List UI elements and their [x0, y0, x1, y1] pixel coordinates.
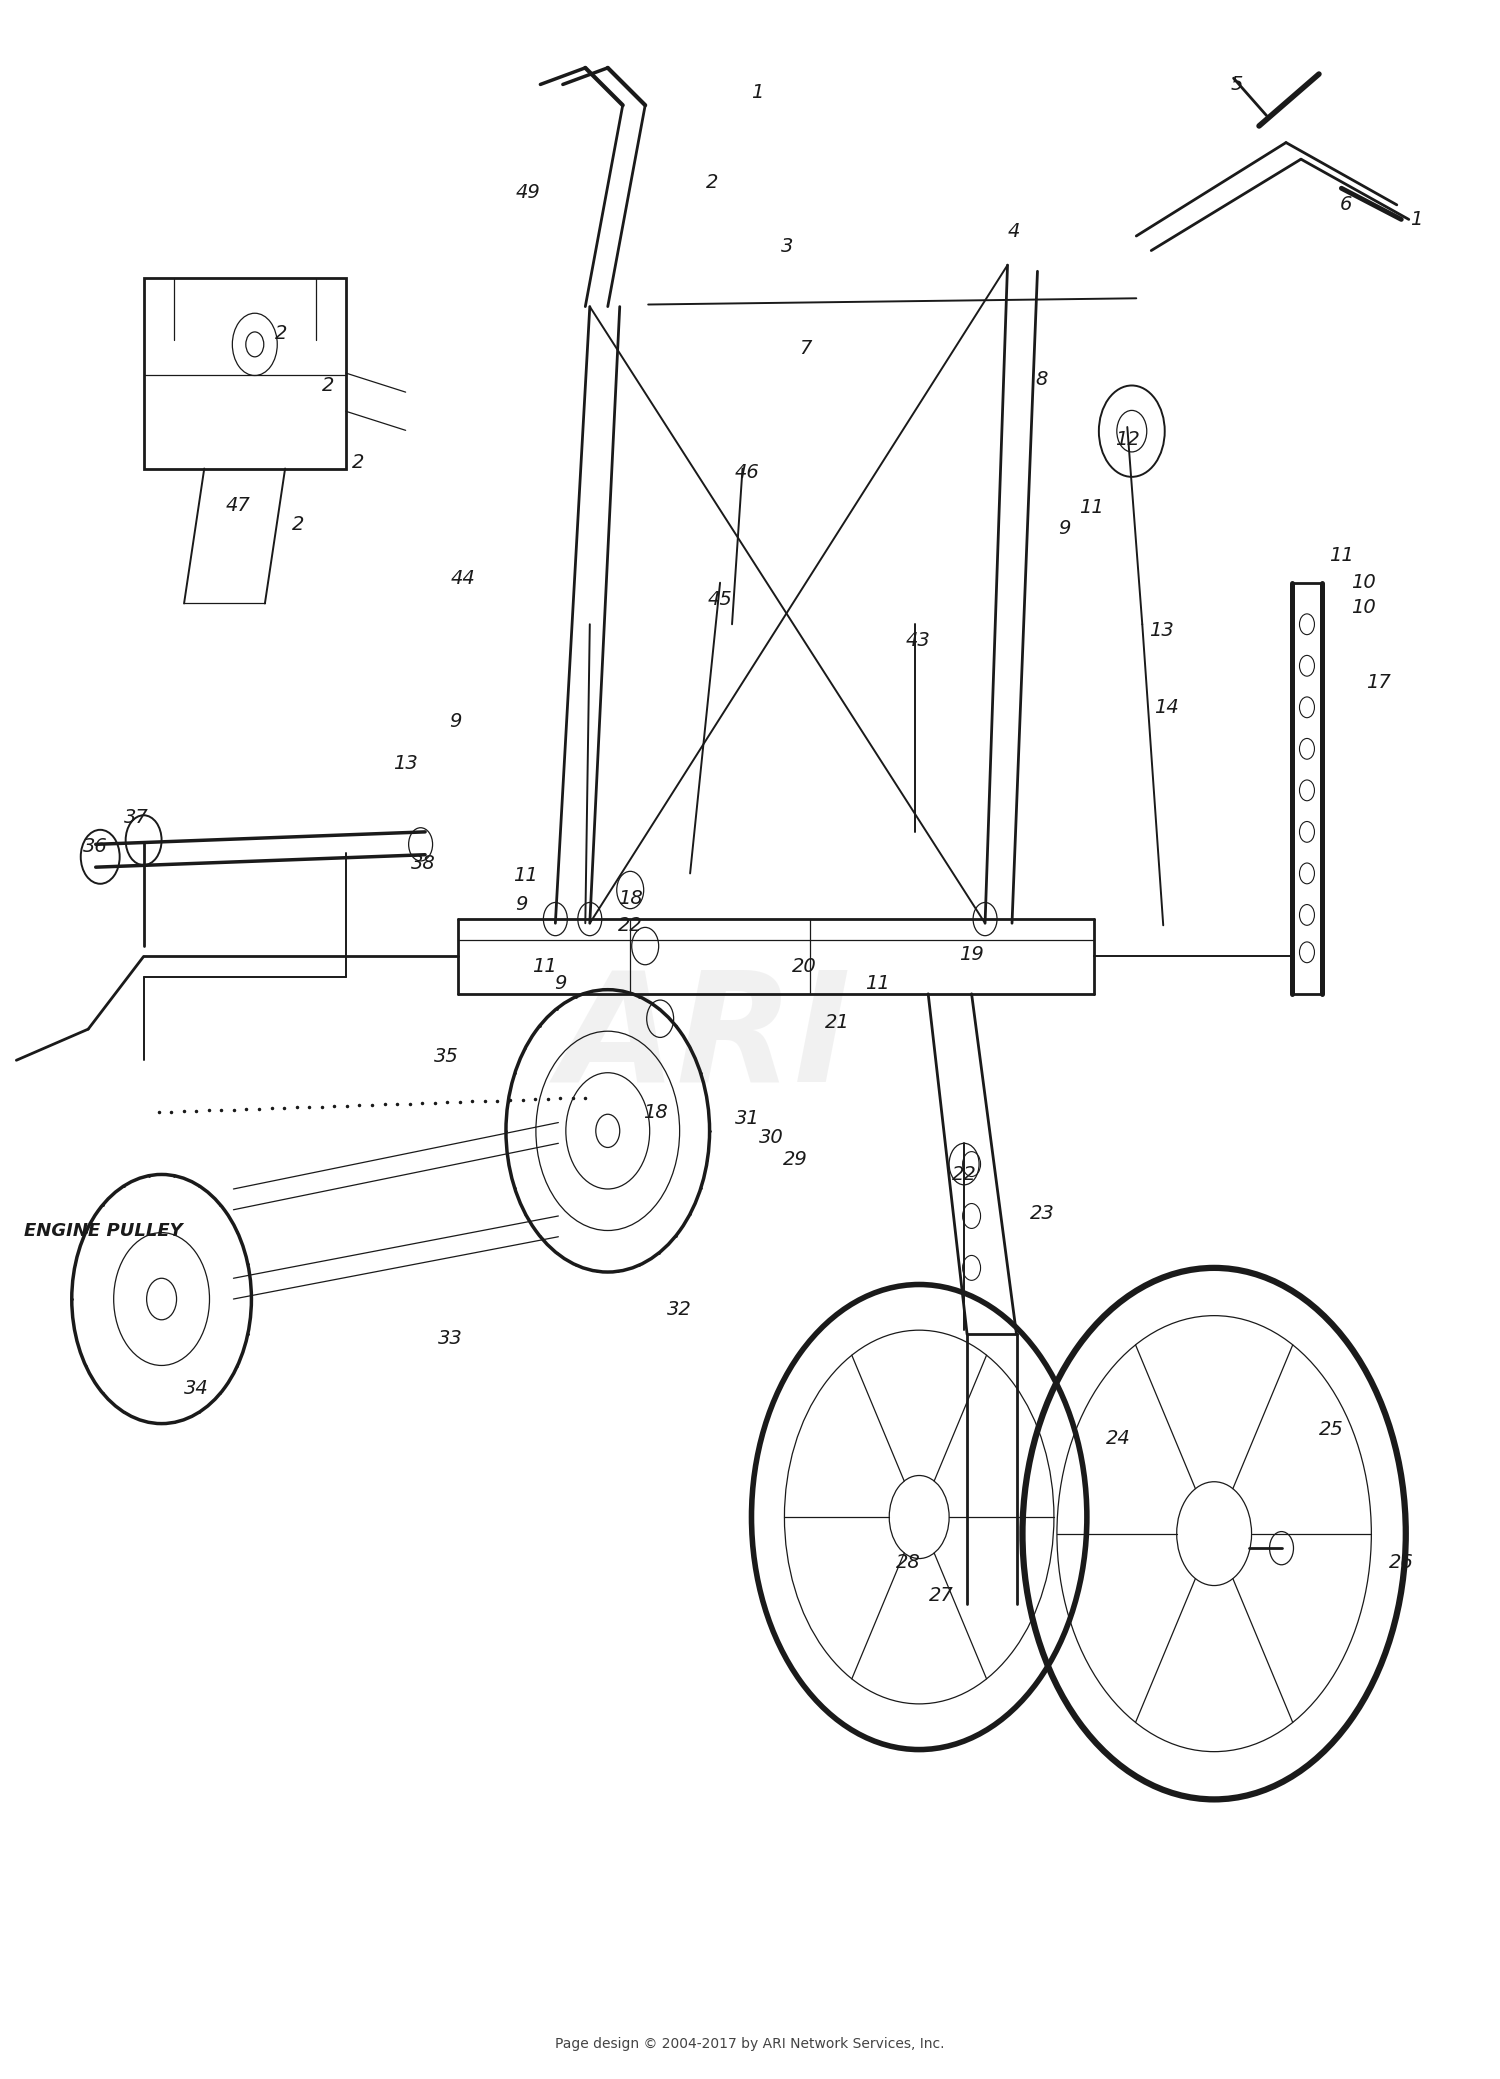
Text: 2: 2	[291, 516, 304, 534]
Text: 14: 14	[1154, 699, 1179, 717]
Text: 32: 32	[668, 1299, 692, 1318]
Text: 18: 18	[644, 1102, 668, 1123]
Text: 9: 9	[514, 896, 526, 915]
Text: 18: 18	[618, 890, 642, 909]
Text: 34: 34	[183, 1378, 209, 1397]
Text: 36: 36	[84, 838, 108, 857]
Text: 5: 5	[1230, 75, 1244, 94]
Text: 28: 28	[897, 1553, 921, 1572]
Text: 49: 49	[516, 183, 542, 202]
Text: 22: 22	[618, 917, 642, 936]
Text: 23: 23	[1029, 1204, 1054, 1222]
Text: 21: 21	[825, 1012, 849, 1033]
Text: 11: 11	[1078, 499, 1104, 518]
Text: 2: 2	[321, 376, 334, 395]
Text: 1: 1	[1410, 210, 1422, 229]
Text: 7: 7	[800, 339, 812, 358]
Text: 10: 10	[1352, 599, 1376, 617]
Text: 43: 43	[906, 632, 930, 651]
Text: ENGINE PULLEY: ENGINE PULLEY	[24, 1222, 183, 1239]
Text: 4: 4	[1008, 222, 1020, 241]
Text: 9: 9	[448, 713, 460, 732]
Text: 33: 33	[438, 1328, 464, 1347]
Text: 11: 11	[1329, 547, 1354, 565]
Text: 27: 27	[930, 1586, 954, 1605]
Text: 1: 1	[752, 83, 764, 102]
Text: 20: 20	[792, 956, 816, 977]
Text: 30: 30	[759, 1127, 783, 1148]
Text: 45: 45	[708, 590, 732, 609]
Text: 8: 8	[1036, 370, 1048, 389]
Text: 13: 13	[1149, 622, 1174, 640]
Text: 46: 46	[735, 464, 759, 482]
Text: 22: 22	[951, 1164, 976, 1183]
Text: 6: 6	[1340, 195, 1352, 214]
Text: 9: 9	[554, 973, 566, 994]
Text: 2: 2	[274, 324, 288, 343]
Text: 9: 9	[1058, 520, 1071, 538]
Text: 26: 26	[1389, 1553, 1413, 1572]
Text: Page design © 2004-2017 by ARI Network Services, Inc.: Page design © 2004-2017 by ARI Network S…	[555, 2037, 945, 2050]
Text: 12: 12	[1114, 430, 1140, 449]
Text: 24: 24	[1106, 1428, 1131, 1447]
Text: 11: 11	[532, 956, 558, 977]
Text: 38: 38	[411, 854, 436, 873]
Text: 2: 2	[706, 173, 718, 191]
Text: 35: 35	[433, 1046, 459, 1067]
Text: 31: 31	[735, 1108, 759, 1129]
Text: 44: 44	[450, 570, 476, 588]
Text: 19: 19	[958, 944, 984, 965]
Text: 37: 37	[124, 809, 148, 827]
Text: 10: 10	[1352, 574, 1376, 593]
Text: 2: 2	[351, 453, 364, 472]
Text: 47: 47	[225, 497, 251, 516]
Text: 17: 17	[1366, 674, 1390, 692]
Text: 11: 11	[865, 973, 889, 994]
Text: 29: 29	[783, 1150, 807, 1168]
Text: 11: 11	[513, 867, 538, 886]
Text: 13: 13	[393, 755, 418, 773]
Text: 25: 25	[1318, 1420, 1344, 1439]
Text: 3: 3	[782, 237, 794, 256]
Text: ARI: ARI	[558, 965, 852, 1114]
